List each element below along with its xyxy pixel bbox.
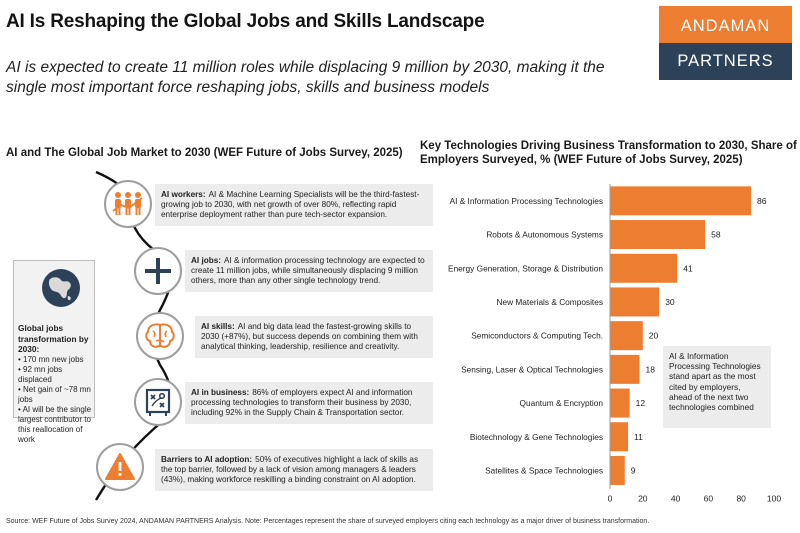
value-label: 11 — [634, 432, 643, 442]
x-tick-label: 0 — [608, 493, 613, 503]
bar — [610, 455, 625, 485]
bar — [610, 422, 629, 452]
plus-circle — [134, 247, 182, 295]
item-lead: Barriers to AI adoption: — [161, 454, 253, 464]
item-lead: AI skills: — [201, 321, 235, 331]
brain-icon — [145, 323, 175, 348]
strategy-board-circle — [134, 378, 182, 426]
value-label: 20 — [649, 331, 659, 341]
item-text: 86% of employers expect AI and informati… — [191, 387, 413, 418]
technologies-bar-chart: AI & Information Processing Technologies… — [448, 184, 781, 503]
chart-annotation: AI & Information Processing Technologies… — [663, 346, 771, 428]
logo-line-1: ANDAMAN — [659, 6, 792, 43]
category-label: New Materials & Composites — [496, 297, 603, 307]
x-tick-label: 20 — [638, 493, 648, 503]
brain-circle — [136, 312, 184, 360]
global-box-title: Global jobs transformation by 2030: — [18, 323, 89, 354]
x-tick-label: 80 — [736, 493, 746, 503]
category-label: Quantum & Encryption — [520, 398, 604, 408]
bullet-item: Net gain of ~78 mn jobs — [18, 385, 98, 405]
bar — [610, 186, 752, 216]
bar — [610, 321, 643, 351]
bullet-item: AI will be the single largest contributo… — [18, 405, 98, 445]
bullet-item: 92 mn jobs displaced — [18, 365, 98, 385]
value-label: 86 — [757, 196, 767, 206]
globe-icon — [42, 269, 80, 307]
chart-title: Key Technologies Driving Business Transf… — [420, 140, 797, 166]
category-label: Semiconductors & Computing Tech. — [471, 331, 603, 341]
item-ai-in-business: AI in business: 86% of employers expect A… — [185, 382, 433, 424]
item-lead: AI jobs: — [191, 255, 222, 265]
value-label: 41 — [683, 263, 693, 273]
bar — [610, 253, 678, 283]
item-text: 50% of executives highlight a lack of sk… — [161, 454, 419, 485]
value-label: 9 — [631, 465, 636, 475]
source-footnote: Source: WEF Future of Jobs Survey 2024, … — [6, 518, 650, 525]
bar — [610, 287, 660, 317]
value-label: 12 — [636, 398, 646, 408]
item-text: AI & information processing technology a… — [191, 255, 425, 286]
bar — [610, 354, 640, 384]
global-box-bullets: 170 mn new jobs 92 mn jobs displaced Net… — [18, 355, 98, 445]
category-label: AI & Information Processing Technologies — [450, 196, 603, 206]
item-barriers: Barriers to AI adoption: 50% of executive… — [155, 449, 433, 491]
bar — [610, 388, 630, 418]
warning-icon — [105, 453, 135, 480]
plus-icon — [145, 258, 171, 284]
warning-circle — [96, 443, 144, 491]
workers-circle — [104, 180, 152, 228]
global-jobs-box: Global jobs transformation by 2030: 170 … — [13, 260, 95, 444]
x-tick-label: 60 — [704, 493, 714, 503]
category-label: Sensing, Laser & Optical Technologies — [461, 364, 603, 374]
bar — [610, 220, 706, 250]
category-label: Biotechnology & Gene Technologies — [470, 432, 603, 442]
item-lead: AI workers: — [161, 189, 206, 199]
page-subtitle: AI is expected to create 11 million role… — [6, 59, 605, 96]
item-ai-jobs: AI jobs: AI & information processing tech… — [185, 250, 433, 292]
value-label: 18 — [646, 364, 656, 374]
category-label: Satellites & Space Technologies — [485, 465, 603, 475]
bullet-item: 170 mn new jobs — [18, 355, 98, 365]
item-text: AI & Machine Learning Specialists will b… — [161, 189, 420, 220]
workers-icon — [112, 192, 143, 215]
item-ai-workers: AI workers: AI & Machine Learning Special… — [155, 184, 433, 226]
value-label: 58 — [711, 230, 721, 240]
left-panel-title: AI and The Global Job Market to 2030 (WE… — [6, 147, 403, 159]
item-lead: AI in business: — [191, 387, 250, 397]
page-title: AI Is Reshaping the Global Jobs and Skil… — [6, 11, 485, 32]
category-label: Robots & Autonomous Systems — [486, 230, 603, 240]
category-label: Energy Generation, Storage & Distributio… — [448, 263, 603, 273]
item-text: AI and big data lead the fastest-growing… — [201, 321, 418, 352]
strategy-board-icon — [145, 388, 171, 416]
logo-line-2: PARTNERS — [659, 43, 792, 80]
value-label: 30 — [665, 297, 675, 307]
item-ai-skills: AI skills: AI and big data lead the faste… — [195, 316, 433, 358]
x-tick-label: 100 — [767, 493, 781, 503]
brand-logo: ANDAMAN PARTNERS — [659, 6, 792, 81]
x-tick-label: 40 — [671, 493, 681, 503]
